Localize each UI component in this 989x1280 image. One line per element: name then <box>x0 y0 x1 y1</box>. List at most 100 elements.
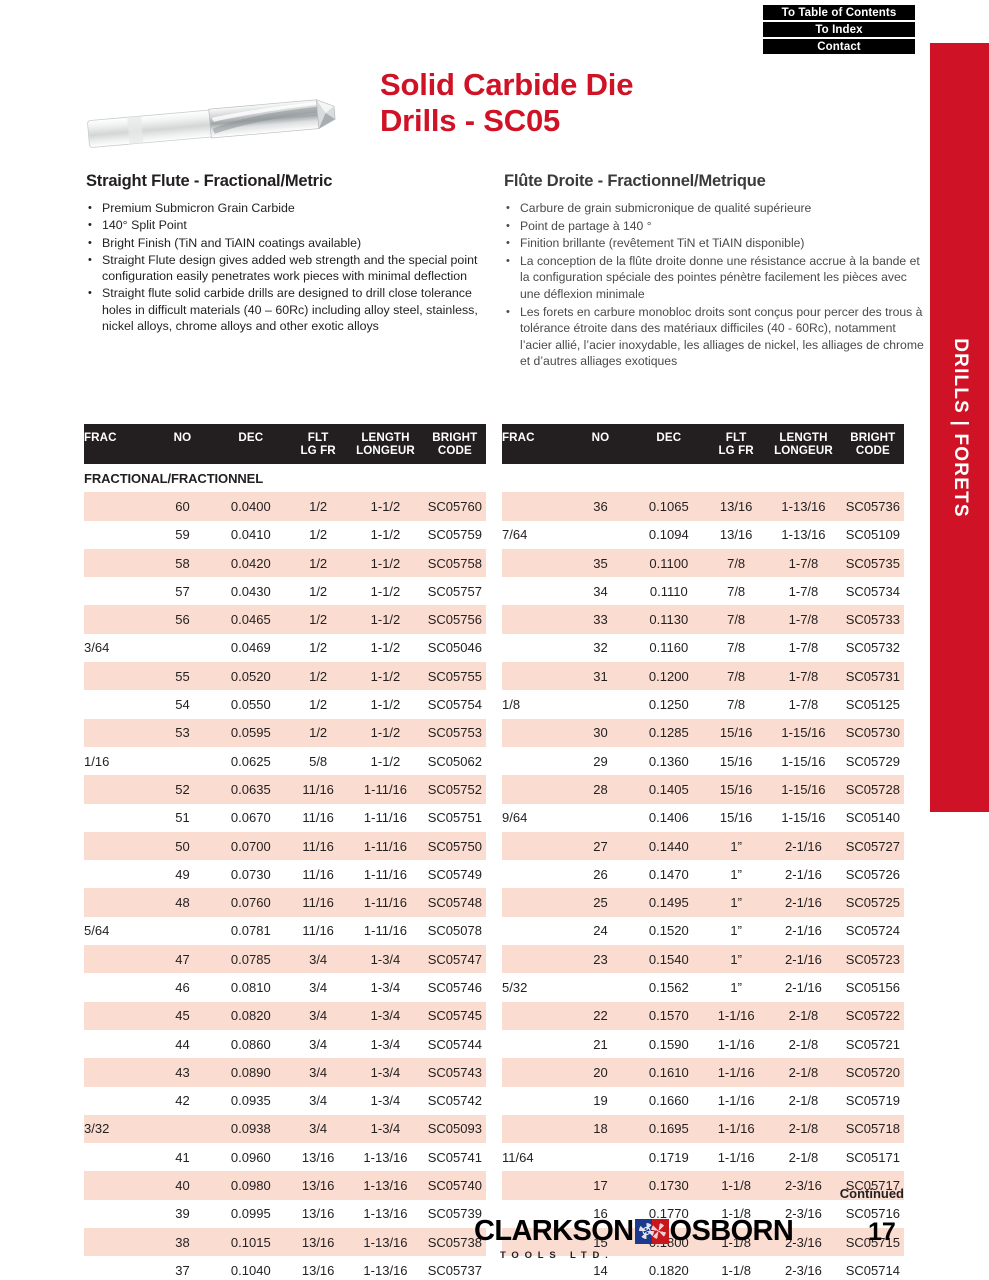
cell-flt: 1” <box>730 923 742 939</box>
table-row: 25 0.1495 1” 2-1/16 SC05725 <box>502 888 904 917</box>
contact-button[interactable]: Contact <box>763 39 915 54</box>
cell-length: 2-1/16 <box>765 831 842 861</box>
cell-dec: 0.1520 <box>648 923 689 939</box>
cell-no: 22 <box>570 1001 631 1030</box>
cell-flt: 13/16 <box>301 1149 335 1165</box>
logo-mark-icon <box>634 1219 669 1244</box>
column-header-length-line2: LONGEUR <box>356 444 415 457</box>
cell-no: 47 <box>152 945 213 974</box>
cell-frac <box>84 1030 152 1058</box>
cell-length: 1-7/8 <box>788 640 819 656</box>
cell-frac: 1/16 <box>84 753 110 769</box>
page-title-line-2: Drills - SC05 <box>380 103 561 138</box>
cell-length: 1-1/2 <box>370 527 401 543</box>
cell-length: 2-3/16 <box>785 1262 822 1278</box>
cell-dec: 0.1562 <box>648 979 689 995</box>
logo-text-right: OSBORN <box>669 1215 794 1247</box>
cell-code: SC05715 <box>841 1228 904 1257</box>
company-logo: CLARKSON OSBORN <box>474 1215 794 1248</box>
cell-length: 1-11/16 <box>347 775 424 804</box>
cell-frac <box>84 1228 153 1257</box>
table-row: 36 0.1065 13/16 1-13/16 SC05736 <box>502 492 904 521</box>
french-description-column: Flûte Droite - Fractionnel/Metrique Carb… <box>504 172 924 371</box>
cell-code: SC05738 <box>423 1228 486 1257</box>
cell-dec: 0.1015 <box>212 1228 289 1257</box>
cell-code: SC05732 <box>845 640 900 656</box>
french-subtitle: Flûte Droite - Fractionnel/Metrique <box>504 172 766 190</box>
english-feature-list: Premium Submicron Grain Carbide 140° Spl… <box>86 200 501 334</box>
column-header-code: BRIGHT CODE <box>841 424 904 464</box>
table-row: 55 0.0520 1/2 1-1/2 SC05755 <box>84 662 486 691</box>
column-header-frac: FRAC <box>84 424 153 464</box>
table-row: 15 0.1800 1-1/8 2-3/16 SC05715 <box>502 1228 904 1257</box>
cell-length: 2-1/8 <box>765 1058 842 1087</box>
table-row: 28 0.1405 15/16 1-15/16 SC05728 <box>502 775 904 804</box>
column-header-no: NO <box>570 424 631 464</box>
cell-frac <box>84 804 152 832</box>
cell-code: SC05755 <box>423 662 486 691</box>
column-header-code-line2: CODE <box>437 444 472 457</box>
table-row: 20 0.1610 1-1/16 2-1/8 SC05720 <box>502 1058 904 1087</box>
cell-code: SC05743 <box>423 1058 486 1087</box>
cell-length: 1-1/2 <box>370 640 401 656</box>
cell-frac <box>502 492 571 521</box>
cell-code: SC05759 <box>427 527 482 543</box>
to-table-of-contents-button[interactable]: To Table of Contents <box>763 5 915 20</box>
cell-dec: 0.0860 <box>230 1036 271 1052</box>
table-row: 53 0.0595 1/2 1-1/2 SC05753 <box>84 718 486 747</box>
cell-flt: 1-1/16 <box>717 1149 755 1165</box>
cell-frac <box>84 690 152 718</box>
table-row: 11/64 0.1719 1-1/16 2-1/8 SC05171 <box>502 1143 904 1171</box>
table-body-right: 36 0.1065 13/16 1-13/16 SC05736 7/64 0.1094 13/… <box>502 464 904 1280</box>
column-header-length: LENGTH LONGEUR <box>765 424 842 464</box>
cell-length: 1-3/4 <box>370 1036 401 1052</box>
table-row: 31 0.1200 7/8 1-7/8 SC05731 <box>502 662 904 691</box>
table-row: 47 0.0785 3/4 1-3/4 SC05747 <box>84 945 486 974</box>
cell-no: 51 <box>175 810 190 826</box>
table-row: 45 0.0820 3/4 1-3/4 SC05745 <box>84 1001 486 1030</box>
cell-dec: 0.1820 <box>648 1262 689 1278</box>
cell-dec: 0.0700 <box>212 831 289 861</box>
cell-frac <box>502 605 571 634</box>
cell-length: 2-1/8 <box>788 1036 819 1052</box>
cell-frac: 1/8 <box>502 697 521 713</box>
list-item: Finition brillante (revêtement TiN et Ti… <box>504 235 924 252</box>
cell-code: SC05171 <box>845 1149 900 1165</box>
cell-frac <box>84 888 153 917</box>
cell-flt: 1” <box>730 979 742 995</box>
to-index-button[interactable]: To Index <box>763 22 915 37</box>
cell-frac <box>502 634 570 662</box>
cell-frac: 3/64 <box>84 640 110 656</box>
cell-code: SC05109 <box>845 527 900 543</box>
list-item: Bright Finish (TiN and TiAIN coatings av… <box>86 235 501 252</box>
column-header-flt-line2: LG FR <box>718 444 754 457</box>
cell-flt: 7/8 <box>727 640 746 656</box>
column-header-code: BRIGHT CODE <box>423 424 486 464</box>
cell-flt: 3/4 <box>309 979 328 995</box>
cell-frac <box>502 747 570 775</box>
table-row: 21 0.1590 1-1/16 2-1/8 SC05721 <box>502 1030 904 1058</box>
cell-frac <box>502 775 571 804</box>
table-row: 29 0.1360 15/16 1-15/16 SC05729 <box>502 747 904 775</box>
cell-code: SC05722 <box>841 1001 904 1030</box>
cell-no: 56 <box>152 605 213 634</box>
cell-length: 1-3/4 <box>347 1001 424 1030</box>
cell-length: 2-1/16 <box>785 923 822 939</box>
table-row: 17 0.1730 1-1/8 2-3/16 SC05717 <box>502 1171 904 1200</box>
cell-frac <box>502 662 571 691</box>
cell-flt: 11/16 <box>302 923 334 939</box>
cell-no: 38 <box>152 1228 213 1257</box>
cell-no: 15 <box>570 1228 631 1257</box>
cell-code: SC05716 <box>845 1206 900 1222</box>
table-row: 44 0.0860 3/4 1-3/4 SC05744 <box>84 1030 486 1058</box>
cell-flt: 3/4 <box>289 1114 348 1144</box>
cell-code: SC05726 <box>845 866 900 882</box>
table-row: 3/64 0.0469 1/2 1-1/2 SC05046 <box>84 634 486 662</box>
cell-code: SC05753 <box>423 718 486 747</box>
cell-flt: 1/2 <box>309 640 328 656</box>
cell-dec: 0.1065 <box>630 492 707 521</box>
cell-flt: 11/16 <box>302 810 334 826</box>
cell-frac <box>502 945 571 974</box>
cell-length: 1-13/16 <box>347 1171 424 1200</box>
cell-length: 1-11/16 <box>363 810 408 826</box>
